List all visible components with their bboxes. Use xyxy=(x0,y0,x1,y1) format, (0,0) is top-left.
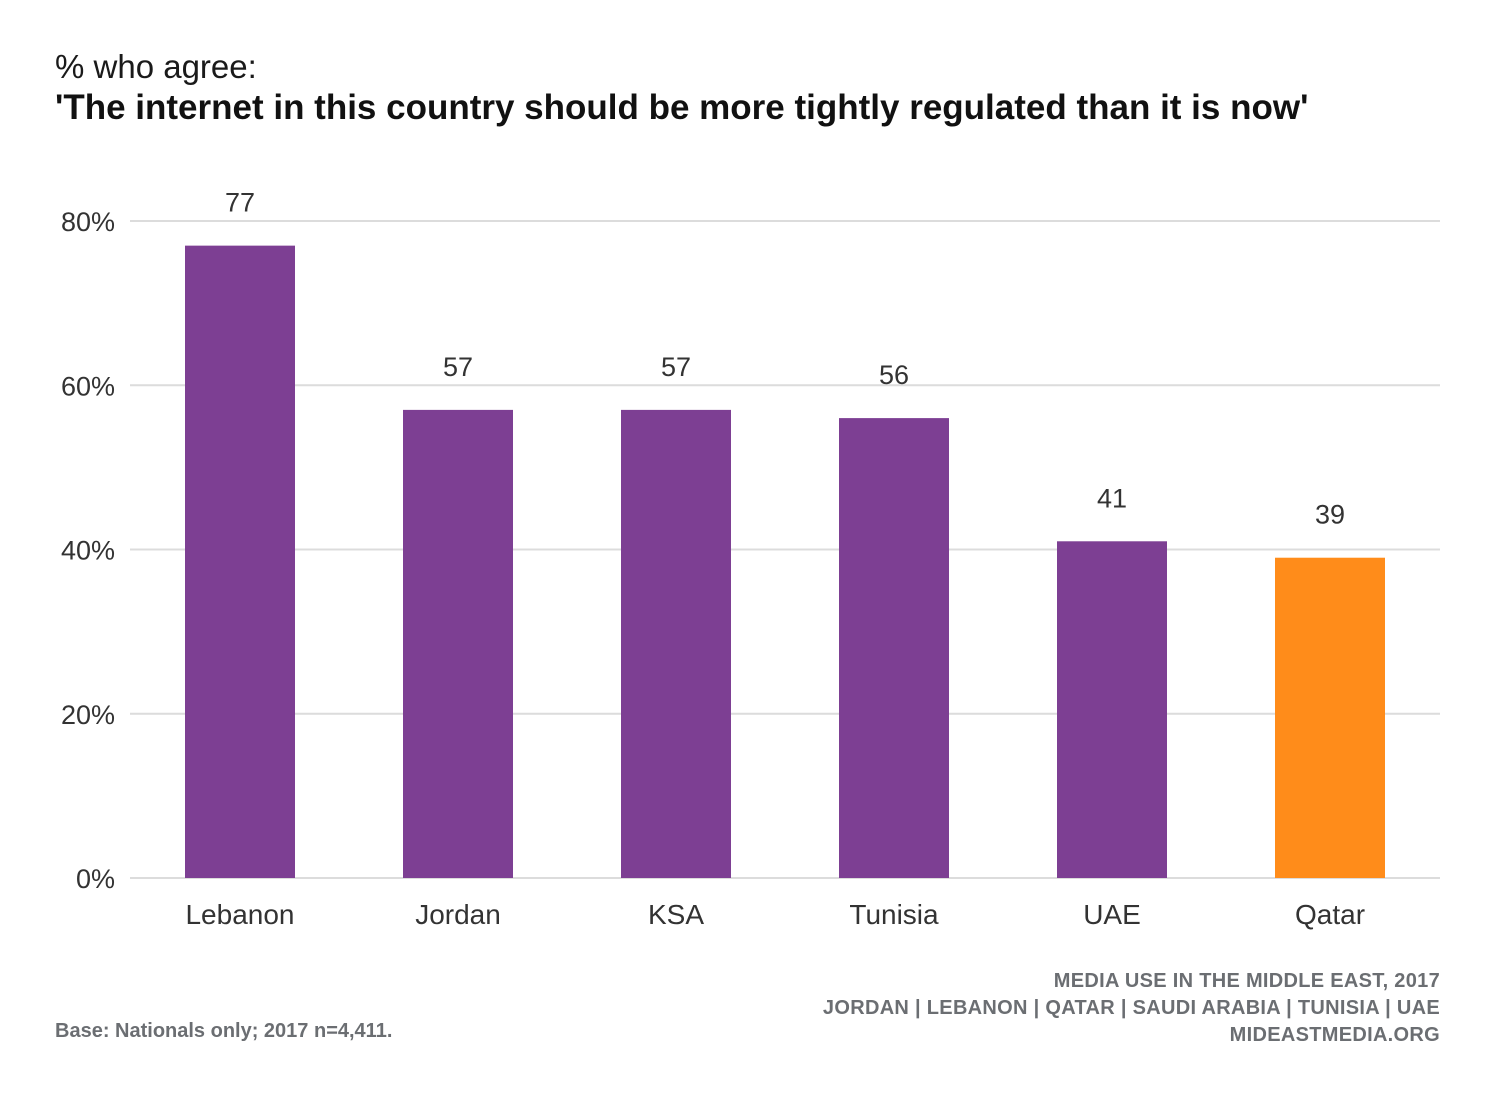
base-note: Base: Nationals only; 2017 n=4,411. xyxy=(55,1020,393,1042)
data-label: 41 xyxy=(1097,483,1127,513)
data-label: 39 xyxy=(1315,500,1345,530)
source-line-website: MIDEASTMEDIA.ORG xyxy=(1229,1024,1440,1046)
chart-subtitle: % who agree: xyxy=(55,48,257,85)
chart-title: 'The internet in this country should be … xyxy=(55,88,1309,127)
data-label: 56 xyxy=(879,360,909,390)
data-label: 57 xyxy=(443,352,473,382)
bar-uae xyxy=(1057,541,1167,878)
x-tick-label: Tunisia xyxy=(849,899,939,930)
y-tick-label: 80% xyxy=(61,207,115,237)
y-tick-label: 40% xyxy=(61,536,115,566)
source-block: MEDIA USE IN THE MIDDLE EAST, 2017 JORDA… xyxy=(823,968,1440,1049)
bar-lebanon xyxy=(185,245,295,878)
x-axis-tick-labels: Lebanon Jordan KSA Tunisia UAE Qatar xyxy=(185,899,1365,930)
x-tick-label: Lebanon xyxy=(185,899,294,930)
x-tick-label: UAE xyxy=(1083,899,1141,930)
data-label: 57 xyxy=(661,352,691,382)
x-tick-label: KSA xyxy=(648,899,704,930)
y-tick-label: 60% xyxy=(61,371,115,401)
bar-qatar xyxy=(1275,557,1385,878)
source-line-title: MEDIA USE IN THE MIDDLE EAST, 2017 xyxy=(1053,970,1440,992)
x-tick-label: Jordan xyxy=(415,899,501,930)
gridlines xyxy=(130,220,1440,879)
bars xyxy=(185,245,1385,878)
bar-ksa xyxy=(621,409,731,878)
source-line-countries: JORDAN | LEBANON | QATAR | SAUDI ARABIA … xyxy=(822,997,1440,1019)
x-tick-label: Qatar xyxy=(1295,899,1365,930)
bar-tunisia xyxy=(839,418,949,878)
y-tick-label: 20% xyxy=(61,700,115,730)
bar-jordan xyxy=(403,409,513,878)
y-axis-tick-labels: 0% 20% 40% 60% 80% xyxy=(61,207,115,894)
data-labels: 77 57 57 56 41 39 xyxy=(225,188,1345,530)
data-label: 77 xyxy=(225,188,255,218)
y-tick-label: 0% xyxy=(76,864,115,894)
